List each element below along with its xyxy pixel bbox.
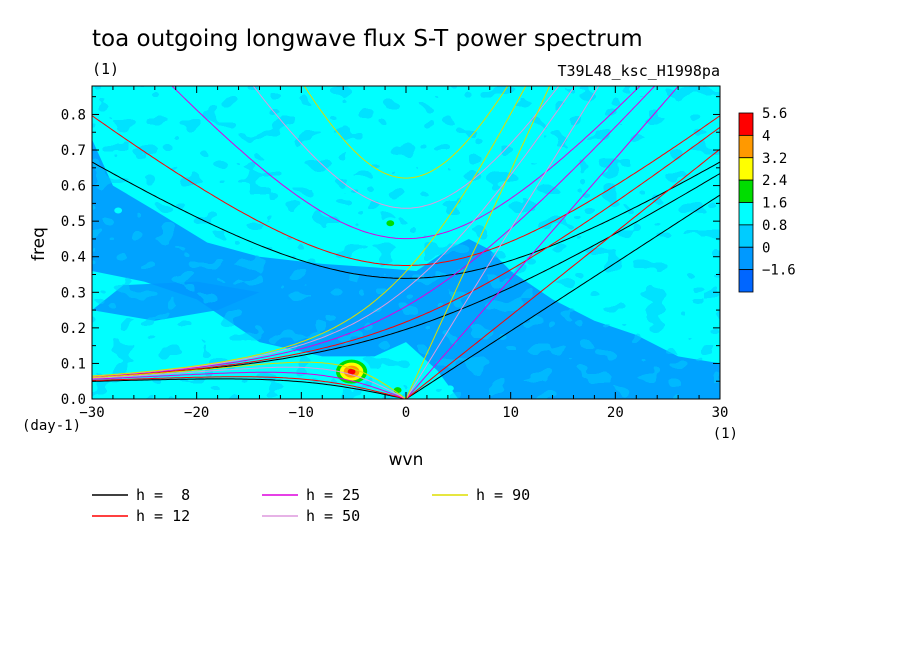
dispersion-curve <box>92 86 576 377</box>
colorbar-label: 0.8 <box>762 218 787 234</box>
dispersion-curve <box>405 86 600 399</box>
dispersion-curve <box>92 371 407 399</box>
colorbar-label: 4 <box>762 128 770 144</box>
y-tick-label: 0.3 <box>61 285 86 301</box>
hotspot-contour <box>386 220 395 227</box>
dispersion-curve <box>92 361 407 399</box>
dispersion-curve <box>303 86 509 179</box>
colorbar-label: 1.6 <box>762 196 787 212</box>
dispersion-curve <box>92 126 720 378</box>
legend: h = 8 h = 12 h = 25 h = 50 h = 90 <box>92 486 530 525</box>
legend-label: h = 8 <box>136 486 190 504</box>
x-tick-label: 10 <box>502 405 519 421</box>
colorbar-label: 5.6 <box>762 106 787 122</box>
y-tick-label: 0.5 <box>61 214 86 230</box>
colorbar-swatch <box>738 202 754 226</box>
dispersion-curve <box>405 86 680 399</box>
colorbar-label: 2.4 <box>762 173 787 189</box>
dispersion-curve <box>92 86 656 378</box>
x-unit-label: (1) <box>713 426 738 442</box>
x-tick-label: −30 <box>79 405 104 421</box>
y-axis-label: freq <box>29 227 49 261</box>
x-tick-label: −10 <box>289 405 314 421</box>
colorbar-swatch <box>738 134 754 159</box>
x-tick-label: 30 <box>712 405 729 421</box>
dispersion-curves <box>92 86 720 399</box>
dispersion-curve <box>252 86 560 209</box>
y-tick-label: 0.2 <box>61 321 86 337</box>
y-unit-label: (day-1) <box>22 418 81 434</box>
x-tick-label: 0 <box>402 405 410 421</box>
dispersion-curve <box>405 148 720 399</box>
colorbar-swatch <box>738 224 754 248</box>
dispersion-curve <box>92 366 407 399</box>
colorbar: 5.6 4 3.2 2.4 1.6 0.8 0 −1.6 <box>738 106 796 293</box>
y-tick-label: 0.8 <box>61 107 86 123</box>
hotspot-contour <box>393 387 402 394</box>
dispersion-curve <box>405 194 720 399</box>
chart-subtitle-left: (1) <box>92 60 119 78</box>
x-axis: −30 −20 −10 0 10 20 30 <box>79 86 728 421</box>
plot-area <box>92 86 720 399</box>
colorbar-label: 3.2 <box>762 151 787 167</box>
x-tick-label: −20 <box>184 405 209 421</box>
hotspot-contour <box>347 368 356 375</box>
x-axis-label: wvn <box>389 450 424 470</box>
x-tick-label: 20 <box>607 405 624 421</box>
y-axis: 0.0 0.1 0.2 0.3 0.4 0.5 0.6 0.7 0.8 <box>61 96 720 408</box>
hotspot-contour <box>446 385 454 392</box>
dispersion-curve <box>92 376 407 399</box>
legend-label: h = 90 <box>476 486 530 504</box>
legend-label: h = 50 <box>306 507 360 525</box>
y-tick-label: 0.1 <box>61 356 86 372</box>
y-tick-label: 0.4 <box>61 250 86 266</box>
dispersion-curve <box>92 86 527 377</box>
colorbar-label: −1.6 <box>762 263 796 279</box>
colorbar-swatch <box>738 246 754 271</box>
y-tick-label: 0.6 <box>61 179 86 195</box>
legend-label: h = 12 <box>136 507 190 525</box>
legend-label: h = 25 <box>306 486 360 504</box>
chart-subtitle-right: T39L48_ksc_H1998pa <box>557 62 720 80</box>
colorbar-swatch <box>738 179 754 203</box>
chart-title: toa outgoing longwave flux S-T power spe… <box>92 26 643 52</box>
y-tick-label: 0.0 <box>61 392 86 408</box>
dispersion-curve <box>171 86 641 240</box>
dispersion-curve <box>405 86 551 399</box>
colorbar-swatch <box>738 112 754 136</box>
colorbar-swatch <box>738 157 754 181</box>
noise-speckle <box>92 86 720 399</box>
colorbar-swatch <box>738 269 754 293</box>
dispersion-curve <box>92 161 720 279</box>
dispersion-curve <box>92 378 407 399</box>
colorbar-label: 0 <box>762 240 770 256</box>
hotspot-contour <box>114 207 123 214</box>
dispersion-curve <box>92 115 720 266</box>
y-tick-label: 0.7 <box>61 143 86 159</box>
